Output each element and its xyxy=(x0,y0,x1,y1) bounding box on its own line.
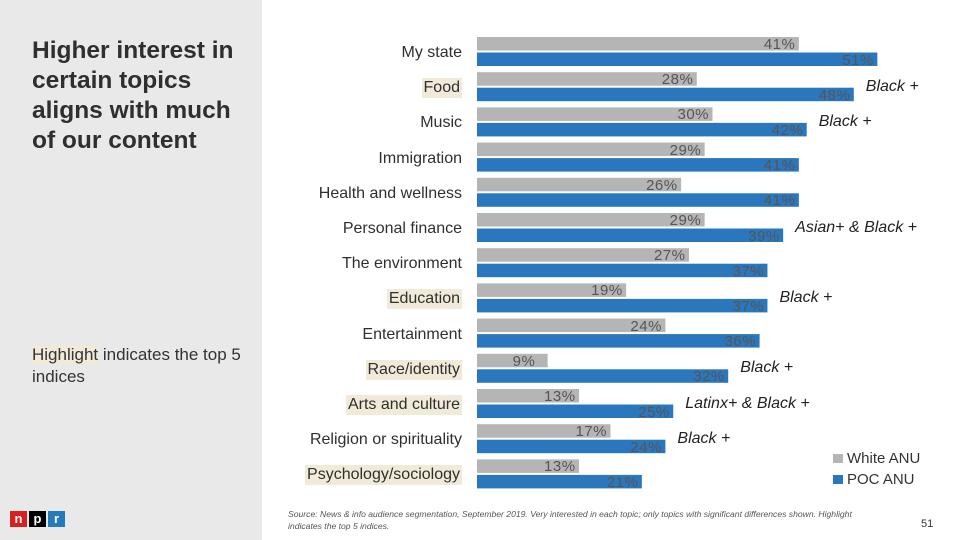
bar-poc-anu-personal-finance xyxy=(477,228,784,242)
bar-poc-anu-music xyxy=(477,122,807,137)
data-label-white-anu-entertainment: 24% xyxy=(630,317,662,335)
bar-white-anu-arts-and-culture xyxy=(477,389,580,403)
bar-white-anu-psychology-sociology xyxy=(477,459,580,473)
source-note: Source: News & info audience segmentatio… xyxy=(288,509,852,531)
data-label-poc-anu-race-identity: 32% xyxy=(693,368,725,386)
npr-logo-n: n xyxy=(10,511,27,527)
category-label-personal-finance: Personal finance xyxy=(342,220,462,237)
legend-swatch-poc-anu xyxy=(833,475,843,484)
highlight-word: Highlight xyxy=(32,345,99,364)
bar-poc-anu-psychology-sociology xyxy=(477,474,642,489)
legend-item-white-anu: White ANU xyxy=(833,448,920,469)
bar-white-anu-my-state xyxy=(477,37,799,51)
category-label-immigration: Immigration xyxy=(378,149,462,167)
data-label-white-anu-immigration: 29% xyxy=(669,141,702,159)
data-label-poc-anu-food: 48% xyxy=(818,86,851,104)
legend-item-poc-anu: POC ANU xyxy=(833,469,920,490)
data-label-white-anu-the-environment: 27% xyxy=(653,247,686,265)
bar-poc-anu-my-state xyxy=(477,52,878,66)
data-label-white-anu-arts-and-culture: 13% xyxy=(544,388,576,405)
data-label-poc-anu-personal-finance: 39% xyxy=(748,227,780,245)
bar-poc-anu-race-identity xyxy=(477,369,729,383)
annotation-arts-and-culture: Latinx+ & Black + xyxy=(685,394,810,412)
data-label-white-anu-race-identity: 9% xyxy=(512,352,536,370)
bar-poc-anu-immigration xyxy=(477,158,799,172)
bar-white-anu-religion-or-spirituality xyxy=(477,424,611,438)
chart-legend: White ANU POC ANU xyxy=(833,448,920,490)
bar-white-anu-education xyxy=(477,283,627,297)
data-label-white-anu-psychology-sociology: 13% xyxy=(544,458,576,476)
bar-white-anu-health-and-wellness xyxy=(477,177,682,192)
category-label-entertainment: Entertainment xyxy=(362,325,462,343)
bar-white-anu-food xyxy=(477,72,697,86)
data-label-poc-anu-health-and-wellness: 41% xyxy=(763,192,796,210)
data-label-poc-anu-religion-or-spirituality: 24% xyxy=(630,438,662,456)
bar-poc-anu-education xyxy=(477,298,768,313)
data-label-white-anu-personal-finance: 29% xyxy=(669,212,702,229)
data-label-poc-anu-immigration: 41% xyxy=(763,157,796,175)
data-label-poc-anu-education: 37% xyxy=(732,297,764,315)
bar-white-anu-immigration xyxy=(477,142,705,157)
page-number: 51 xyxy=(921,518,934,530)
category-label-food: Food xyxy=(421,78,462,99)
data-label-poc-anu-music: 42% xyxy=(771,121,804,139)
data-label-poc-anu-psychology-sociology: 21% xyxy=(606,473,639,491)
category-label-race-identity: Race/identity xyxy=(365,359,462,380)
annotation-music: Black + xyxy=(818,112,872,130)
data-label-white-anu-education: 19% xyxy=(591,282,623,300)
bar-poc-anu-food xyxy=(477,87,854,102)
title-panel xyxy=(0,0,262,540)
annotation-food: Black + xyxy=(865,77,919,95)
category-label-arts-and-culture: Arts and culture xyxy=(345,395,462,415)
bar-poc-anu-health-and-wellness xyxy=(477,193,799,207)
category-label-education: Education xyxy=(386,289,462,310)
category-label-my-state: My state xyxy=(401,44,462,61)
category-label-the-environment: The environment xyxy=(341,255,462,273)
bar-white-anu-race-identity xyxy=(477,353,548,368)
data-label-poc-anu-my-state: 51% xyxy=(842,51,874,69)
category-label-religion-or-spirituality: Religion or spirituality xyxy=(309,431,462,449)
bar-white-anu-music xyxy=(477,107,713,121)
npr-logo-p: p xyxy=(29,511,46,527)
data-label-poc-anu-the-environment: 37% xyxy=(732,262,764,280)
data-label-poc-anu-entertainment: 36% xyxy=(724,333,757,351)
category-label-psychology-sociology: Psychology/sociology xyxy=(305,465,462,486)
bar-poc-anu-religion-or-spirituality xyxy=(477,439,666,454)
category-label-music: Music xyxy=(420,114,462,132)
data-label-white-anu-my-state: 41% xyxy=(763,36,796,53)
bar-poc-anu-arts-and-culture xyxy=(477,404,674,418)
highlight-note-rest: indicates the top 5 indices xyxy=(32,345,241,386)
bar-poc-anu-entertainment xyxy=(477,334,760,348)
data-label-white-anu-health-and-wellness: 26% xyxy=(646,176,678,194)
data-label-poc-anu-arts-and-culture: 25% xyxy=(638,403,670,421)
data-label-white-anu-music: 30% xyxy=(677,106,710,124)
legend-swatch-white-anu xyxy=(833,454,843,463)
highlight-note: Highlight indicates the top 5 indices xyxy=(32,344,247,388)
annotation-race-identity: Black + xyxy=(740,359,794,377)
bar-white-anu-entertainment xyxy=(477,318,666,333)
legend-label-white-anu: White ANU xyxy=(847,450,921,467)
slide-title: Higher interest in certain topics aligns… xyxy=(32,37,234,154)
data-label-white-anu-food: 28% xyxy=(661,71,694,89)
annotation-personal-finance: Asian+ & Black + xyxy=(795,218,917,236)
npr-logo-r: r xyxy=(48,511,65,527)
bar-white-anu-the-environment xyxy=(477,248,689,262)
annotation-religion-or-spirituality: Black + xyxy=(677,429,731,447)
legend-label-poc-anu: POC ANU xyxy=(847,471,915,488)
category-label-health-and-wellness: Health and wellness xyxy=(318,184,462,202)
bar-poc-anu-the-environment xyxy=(477,263,768,278)
annotation-education: Black + xyxy=(779,288,833,306)
data-label-white-anu-religion-or-spirituality: 17% xyxy=(575,423,607,441)
bar-white-anu-personal-finance xyxy=(477,213,705,227)
npr-logo: n p r xyxy=(10,511,67,527)
